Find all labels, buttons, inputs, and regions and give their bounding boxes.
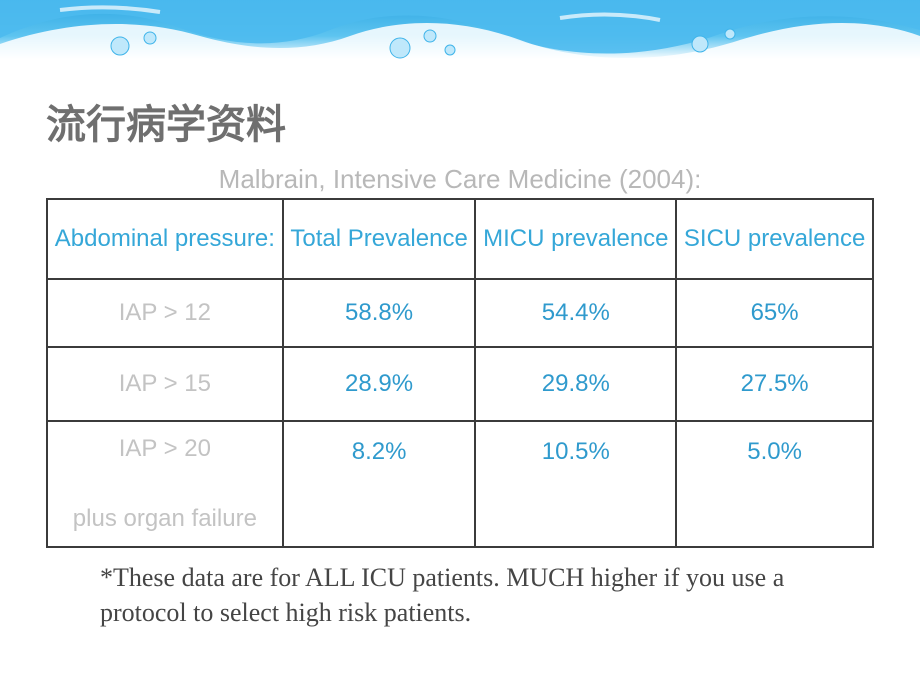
cell-micu: 29.8% <box>475 347 676 421</box>
col-micu: MICU prevalence <box>475 199 676 279</box>
table-row: IAP > 20 plus organ failure 8.2% 10.5% 5… <box>47 421 873 547</box>
col-total: Total Prevalence <box>283 199 476 279</box>
citation-text: Malbrain, Intensive Care Medicine (2004)… <box>0 164 920 195</box>
cell-micu: 54.4% <box>475 279 676 347</box>
cell-sicu: 65% <box>676 279 873 347</box>
row-label: IAP > 12 <box>47 279 283 347</box>
row-label-line2: plus organ failure <box>73 505 257 532</box>
cell-sicu: 27.5% <box>676 347 873 421</box>
col-sicu: SICU prevalence <box>676 199 873 279</box>
table-row: IAP > 15 28.9% 29.8% 27.5% <box>47 347 873 421</box>
water-header <box>0 0 920 60</box>
row-label-line1: IAP > 20 <box>119 435 211 462</box>
prevalence-table: Abdominal pressure: Total Prevalence MIC… <box>46 198 874 548</box>
col-pressure: Abdominal pressure: <box>47 199 283 279</box>
page-title: 流行病学资料 <box>46 92 286 150</box>
cell-micu: 10.5% <box>475 421 676 547</box>
footnote-text: *These data are for ALL ICU patients. MU… <box>100 560 820 630</box>
cell-sicu: 5.0% <box>676 421 873 547</box>
table-header-row: Abdominal pressure: Total Prevalence MIC… <box>47 199 873 279</box>
cell-total: 58.8% <box>283 279 476 347</box>
slide: 流行病学资料 Malbrain, Intensive Care Medicine… <box>0 0 920 690</box>
row-label: IAP > 20 plus organ failure <box>47 421 283 547</box>
cell-total: 8.2% <box>283 421 476 547</box>
row-label: IAP > 15 <box>47 347 283 421</box>
table-row: IAP > 12 58.8% 54.4% 65% <box>47 279 873 347</box>
cell-total: 28.9% <box>283 347 476 421</box>
